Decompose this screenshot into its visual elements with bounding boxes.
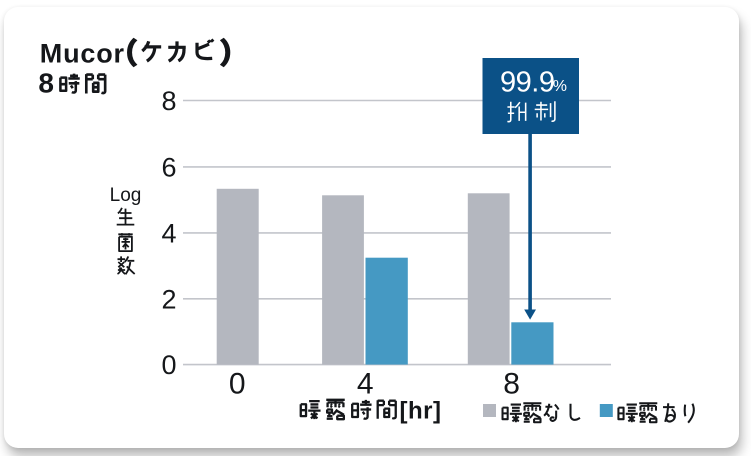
svg-text:8: 8 — [38, 67, 54, 98]
svg-text:8: 8 — [161, 86, 176, 116]
svg-text:Mucor: Mucor — [40, 38, 125, 68]
svg-text:Log: Log — [110, 185, 142, 206]
svg-text:4: 4 — [161, 218, 176, 248]
svg-text:8: 8 — [503, 367, 520, 400]
svg-text:%: % — [553, 78, 567, 95]
svg-text:99.9: 99.9 — [500, 67, 554, 99]
svg-text:[hr]: [hr] — [400, 398, 442, 425]
svg-text:6: 6 — [161, 152, 176, 182]
svg-text:4: 4 — [357, 367, 374, 400]
svg-text:2: 2 — [161, 284, 176, 314]
svg-text:0: 0 — [229, 367, 246, 400]
svg-text:0: 0 — [161, 350, 176, 380]
